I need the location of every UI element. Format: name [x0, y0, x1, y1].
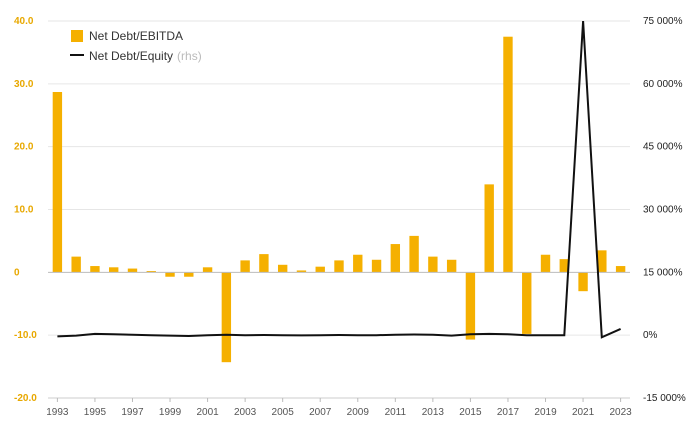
right-axis: 75 000% 60 000% 45 000% 30 000% 15 000% 0% -15…: [643, 16, 686, 404]
x-tick-label: 2005: [272, 407, 295, 418]
bar-2014: [446, 259, 457, 273]
bar-2020: [559, 259, 569, 273]
bar-2019: [540, 254, 551, 273]
bar-2023: [615, 266, 626, 273]
bar-1996: [109, 267, 119, 273]
bar-series: [52, 36, 626, 363]
line-net-debt-equity: [57, 20, 622, 339]
bar-1997: [127, 268, 138, 273]
x-tick-label: 2001: [196, 407, 219, 418]
bar-2008: [334, 260, 344, 273]
bar-2004: [259, 254, 269, 273]
left-axis: 40.0 30.0 20.0 10.0 0 -10.0 -20.0: [14, 16, 37, 404]
right-tick-label: 0%: [643, 330, 658, 341]
x-tick-label: 1995: [84, 407, 107, 418]
x-tick-label: 1993: [46, 407, 69, 418]
left-tick-label: 20.0: [14, 142, 34, 153]
left-tick-label: 10.0: [14, 205, 34, 216]
bar-1995: [90, 266, 100, 273]
x-tick-label: 1997: [121, 407, 144, 418]
bar-2006: [296, 270, 307, 273]
bar-2022: [597, 250, 607, 273]
bar-2007: [315, 266, 325, 273]
bar-2021: [578, 272, 588, 292]
x-tick-label: 2015: [459, 407, 482, 418]
x-axis: 1993 1995 1997 1999 2001 2003 2005 2007 2009 2011…: [46, 397, 632, 418]
bar-2012: [409, 235, 419, 273]
bar-2005: [277, 264, 288, 273]
right-tick-label: 75 000%: [643, 16, 683, 27]
legend-label-net-debt-equity: Net Debt/Equity: [89, 49, 173, 63]
bar-2017: [503, 36, 513, 273]
left-tick-label: 30.0: [14, 79, 34, 90]
bar-2016: [484, 184, 494, 273]
bar-2015: [465, 272, 476, 340]
bar-2010: [371, 259, 382, 273]
legend-label-net-debt-ebitda: Net Debt/EBITDA: [89, 29, 183, 43]
right-tick-label: 15 000%: [643, 267, 683, 278]
right-tick-label: 45 000%: [643, 142, 683, 153]
x-tick-label: 2011: [385, 407, 407, 418]
grid-lines: [48, 20, 630, 399]
legend-label-rhs-note: (rhs): [177, 49, 202, 63]
x-tick-label: 1999: [159, 407, 182, 418]
bar-1993: [52, 92, 63, 273]
left-tick-label: -20.0: [14, 393, 37, 404]
left-tick-label: 40.0: [14, 16, 34, 27]
x-tick-label: 2003: [234, 407, 257, 418]
right-tick-label: 30 000%: [643, 205, 683, 216]
bar-1994: [71, 256, 81, 273]
x-tick-label: 2007: [309, 407, 332, 418]
legend-label-net-debt-equity-group: Net Debt/Equity (rhs): [89, 49, 202, 63]
line-series: [57, 20, 622, 339]
x-tick-label: 2023: [609, 407, 632, 418]
left-tick-label: -10.0: [14, 330, 37, 341]
bar-2009: [353, 254, 363, 273]
bar-2003: [240, 260, 250, 273]
right-tick-label: -15 000%: [643, 393, 686, 404]
x-tick-label: 2009: [347, 407, 370, 418]
bar-1998: [146, 271, 156, 273]
bar-1999: [165, 272, 175, 277]
bar-2018: [522, 272, 532, 334]
x-tick-label: 2021: [572, 407, 595, 418]
right-tick-label: 60 000%: [643, 79, 683, 90]
legend: Net Debt/EBITDA Net Debt/Equity (rhs): [70, 29, 202, 63]
bar-2000: [184, 272, 194, 277]
x-tick-label: 2017: [497, 407, 520, 418]
x-tick-label: 2013: [422, 407, 445, 418]
bar-2013: [428, 256, 438, 273]
x-tick-label: 2019: [534, 407, 557, 418]
bar-2011: [390, 244, 401, 273]
left-tick-label: 0: [14, 267, 20, 278]
bar-2001: [202, 267, 213, 273]
legend-swatch-net-debt-ebitda: [71, 30, 83, 42]
bar-2002: [221, 272, 232, 363]
